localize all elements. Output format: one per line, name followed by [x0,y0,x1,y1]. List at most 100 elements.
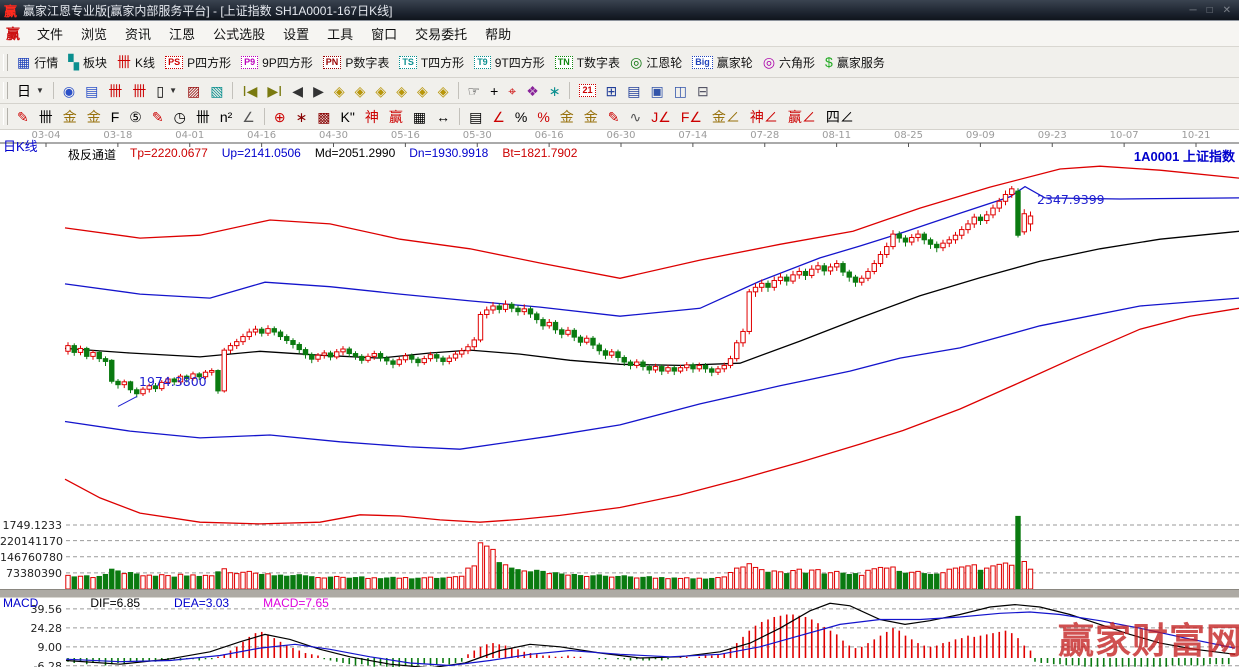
circle-cross-tool[interactable]: ⊕ [269,108,291,126]
ruler2-tool[interactable]: 卌 [191,108,215,126]
9t-square-button[interactable]: T9 9T四方形 [469,52,550,73]
toolbar-grip[interactable] [3,108,8,125]
web-grid-tool[interactable]: ∗ [291,108,313,126]
save-icon[interactable]: ▣ [645,82,668,100]
angle-flag-tool[interactable]: ∠ [237,108,260,126]
kline-3-icon[interactable]: 卌 [103,82,127,100]
gold-levels-tool[interactable]: 金 [579,108,603,126]
pointer-mark-tool[interactable]: ⌖ [503,82,521,100]
j-angle-tool[interactable]: J∠ [646,108,676,126]
report-icon[interactable]: ▤ [622,82,645,100]
flower-tool[interactable]: ❖ [521,82,544,100]
kline-button[interactable]: 卌 K线 [112,52,160,73]
ying-ruler-tool[interactable]: 赢 [384,108,408,126]
time-cycle-tool[interactable]: ◷ [169,108,191,126]
si-angle-tool[interactable]: 四∠ [821,108,859,126]
gold-angle-tool[interactable]: 金∠ [707,108,745,126]
knot-tool[interactable]: ∗ [544,82,566,100]
t-square-button[interactable]: TS T四方形 [394,52,469,73]
gold-circle-tool[interactable]: 金 [555,108,579,126]
window-controls[interactable]: ─ □ ✕ [1189,5,1231,16]
menu-item-帮助[interactable]: 帮助 [485,27,512,42]
square-n2-tool[interactable]: n² [215,108,237,126]
menu-item-资讯[interactable]: 资讯 [125,27,152,42]
menu-item-文件[interactable]: 文件 [37,27,64,42]
shen-angle-tool[interactable]: 神∠ [745,108,783,126]
next-page-button[interactable]: ▶ [308,82,329,100]
pane-splitter[interactable] [0,589,1239,598]
diamond-h-button[interactable]: ◈ [370,82,391,100]
ying-angle-tool[interactable]: 赢∠ [783,108,821,126]
shen-ruler-tool[interactable]: 神 [360,108,384,126]
percent-table-tool[interactable]: ▤ [464,108,487,126]
calculator-icon[interactable]: ⊞ [601,82,623,100]
width-measure-tool[interactable]: ↔ [431,108,455,126]
minimize-button[interactable]: ─ [1189,4,1197,16]
menu-item-窗口[interactable]: 窗口 [371,27,398,42]
calendar-icon[interactable]: 21 [574,82,600,99]
f-ruler-tool[interactable]: F [106,108,125,126]
candle-style-dropdown[interactable]: ▯ ▼ [151,82,182,100]
k-mark-tool[interactable]: K" [336,108,360,126]
menu-item-浏览[interactable]: 浏览 [81,27,108,42]
diamond-left-button[interactable]: ◈ [329,82,350,100]
menu-item-设置[interactable]: 设置 [283,27,310,42]
kline-9-icon[interactable]: 卌 [127,82,151,100]
diamond-x-button[interactable]: ◈ [391,82,412,100]
spiral-tool[interactable]: ⑤ [124,108,147,126]
number-grid-tool[interactable]: ▦ [408,108,431,126]
ruler-tool[interactable]: 卌 [34,108,58,126]
channel-line-tp [64,165,1239,279]
prev-page-button[interactable]: ◀ [287,82,308,100]
percent-tool[interactable]: % [510,108,532,126]
toolbar-grip[interactable] [3,53,8,71]
maximize-button[interactable]: □ [1206,4,1213,16]
toolbar-grip[interactable] [3,82,8,99]
menu-item-江恩[interactable]: 江恩 [169,27,196,42]
diamond-star-button[interactable]: ◈ [412,82,433,100]
crosshair-tool[interactable]: + [485,82,503,100]
printer-icon[interactable]: ⊟ [692,82,714,100]
quotes-button[interactable]: ▦ 行情 [12,52,63,73]
p-number-table-button[interactable]: PN P数字表 [318,52,395,73]
kline-canvas[interactable] [0,130,1239,667]
menu-item-公式选股[interactable]: 公式选股 [213,27,266,42]
diamond-all-button[interactable]: ◈ [433,82,454,100]
p-square-button[interactable]: PS P四方形 [160,52,236,73]
percent-levels-tool[interactable]: % [532,108,554,126]
multi-screen-icon[interactable]: ◫ [669,82,692,100]
multi-screen-icon-icon: ◫ [673,82,687,99]
list-view-icon[interactable]: ▤ [80,82,103,100]
close-button[interactable]: ✕ [1222,4,1231,16]
menu-item-工具[interactable]: 工具 [327,27,354,42]
hand-pan-tool[interactable]: ☞ [463,82,486,100]
pattern-icon[interactable]: ▨ [182,82,205,100]
winner-wheel-button[interactable]: Big 赢家轮 [687,52,758,73]
gold-ruler2-tool[interactable]: 金 [82,108,106,126]
f-angle-tool[interactable]: F∠ [676,108,707,126]
wave-tool[interactable]: ∿ [625,108,647,126]
diamond-right-button[interactable]: ◈ [350,82,371,100]
title-bar[interactable]: 赢 赢家江恩专业版[赢家内部服务平台] - [上证指数 SH1A0001-167… [0,0,1239,21]
winner-service-button[interactable]: $ 赢家服务 [820,52,890,73]
t-number-table-button[interactable]: TN T数字表 [550,52,625,73]
9p-square-button[interactable]: P9 9P四方形 [236,52,318,73]
overview-icon[interactable]: ◉ [58,82,80,100]
menu-item-交易委托[interactable]: 交易委托 [415,27,468,42]
price-pen-tool[interactable]: ✎ [147,108,169,126]
gold-ruler-tool[interactable]: 金 [58,108,82,126]
sectors-button[interactable]: ▚ 板块 [63,52,112,73]
volume-profile-icon[interactable]: ▧ [205,82,228,100]
period-dropdown[interactable]: 日 ▼ [12,82,49,100]
box-web-tool-icon: ▩ [317,108,331,125]
chart-area[interactable]: 03-04 03-18 04-01 04-16 04-30 05-16 05-30 06-16… [0,130,1239,667]
box-web-tool[interactable]: ▩ [312,108,335,126]
gann-wheel-button[interactable]: ◎ 江恩轮 [625,52,687,73]
t-square-button-icon: TS [399,55,417,69]
draw-pen-tool[interactable]: ✎ [12,108,34,126]
candle-pen-tool[interactable]: ✎ [603,108,625,126]
last-page-button[interactable]: ▶Ⅰ [262,82,287,100]
first-page-button[interactable]: Ⅰ◀ [237,82,262,100]
percent-fan-tool[interactable]: ∠ [487,108,510,126]
hexagon-button[interactable]: ◎ 六角形 [758,52,820,73]
